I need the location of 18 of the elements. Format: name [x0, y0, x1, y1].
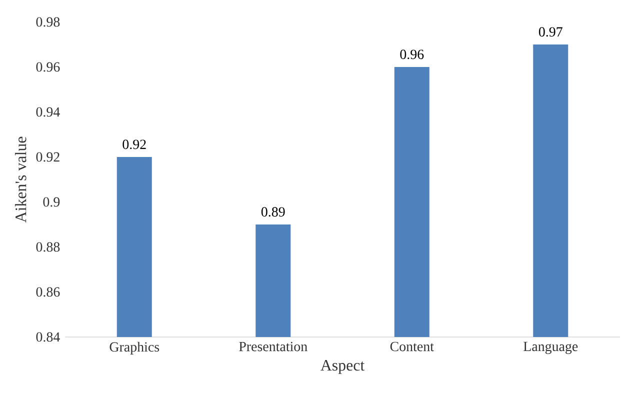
y-tick-label: 0.98 — [36, 17, 60, 27]
y-tick-label: 0.86 — [36, 287, 60, 297]
y-tick-label: 0.9 — [43, 197, 60, 207]
x-tick-label: Language — [524, 342, 578, 354]
data-label: 0.96 — [400, 50, 424, 60]
data-label: 0.89 — [261, 207, 285, 217]
x-axis-title: Aspect — [320, 360, 365, 374]
y-tick-label: 0.96 — [36, 62, 60, 72]
y-tick-label: 0.88 — [36, 242, 60, 252]
x-tick-label: Graphics — [110, 342, 160, 354]
y-axis-title: Aiken's value — [15, 136, 26, 223]
y-tick-label: 0.92 — [36, 152, 60, 162]
x-tick-label: Content — [390, 342, 434, 352]
y-tick-label: 0.84 — [36, 332, 60, 342]
x-tick-label: Presentation — [239, 342, 308, 352]
y-tick-label: 0.94 — [36, 107, 60, 117]
data-label: 0.92 — [122, 140, 146, 150]
data-label: 0.97 — [538, 27, 562, 37]
